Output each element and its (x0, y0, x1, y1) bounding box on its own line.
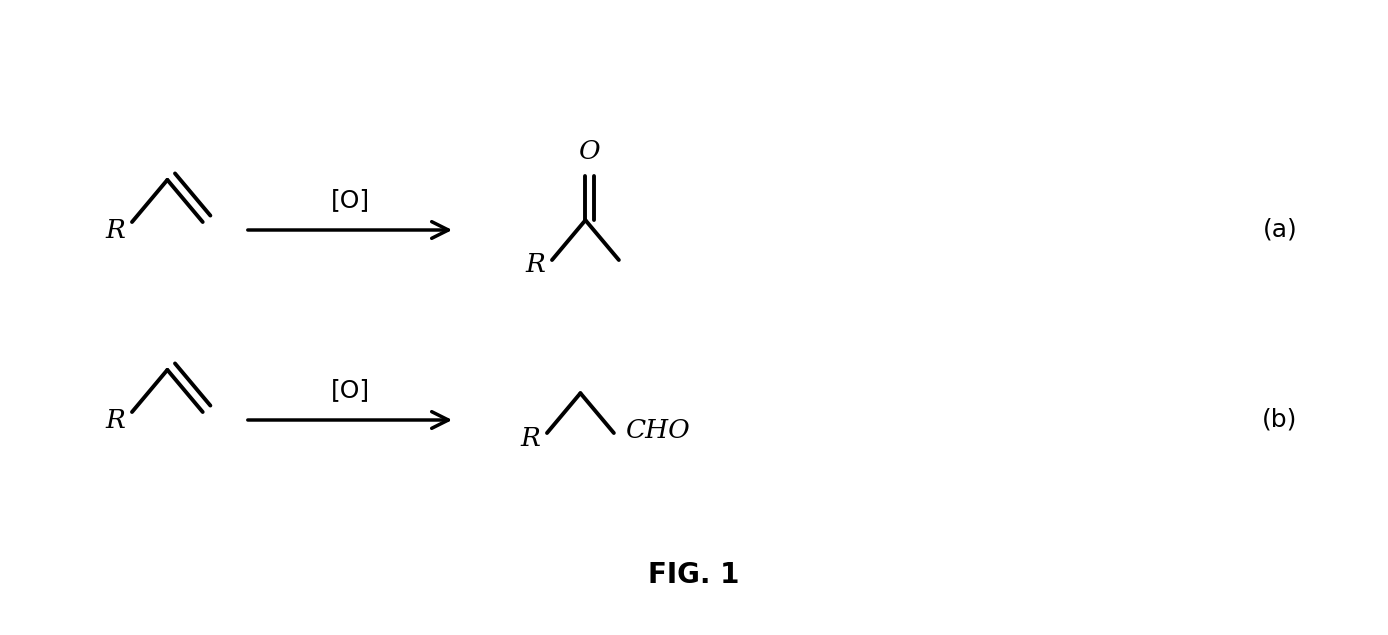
Text: R: R (105, 218, 125, 243)
Text: R: R (105, 408, 125, 432)
Text: [O]: [O] (330, 188, 369, 212)
Text: [O]: [O] (330, 378, 369, 402)
Text: R: R (525, 253, 545, 277)
Text: R: R (520, 425, 540, 450)
Text: (a): (a) (1263, 218, 1298, 242)
Text: CHO: CHO (626, 417, 691, 443)
Text: O: O (579, 140, 601, 164)
Text: (b): (b) (1262, 408, 1298, 432)
Text: FIG. 1: FIG. 1 (648, 561, 740, 589)
